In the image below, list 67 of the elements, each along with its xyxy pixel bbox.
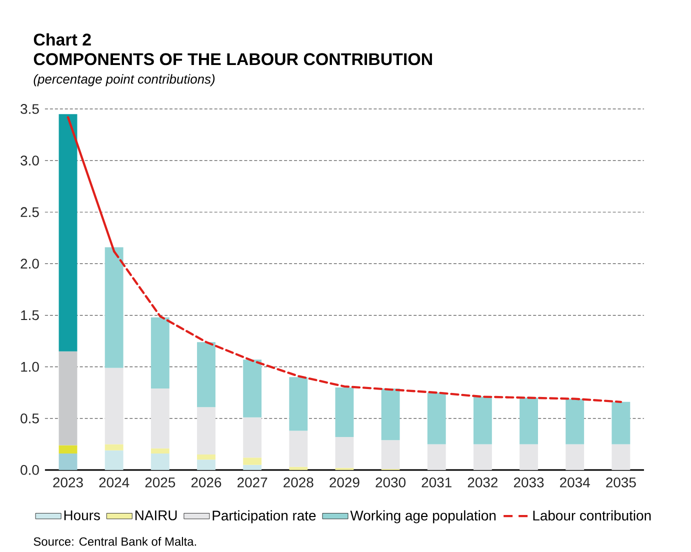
x-tick-label: 2031	[422, 477, 452, 488]
bar	[520, 444, 538, 470]
bar	[150, 448, 170, 454]
bar	[58, 351, 78, 446]
y-tick-label: 0.5	[20, 413, 39, 424]
bar	[612, 444, 630, 470]
bar	[289, 430, 308, 467]
y-tick-label: 0.0	[20, 465, 39, 475]
x-tick-label: 2025	[145, 477, 176, 488]
bar	[58, 114, 78, 352]
bar	[197, 342, 216, 408]
x-tick-label: 2032	[468, 477, 498, 488]
y-tick-label: 1.0	[21, 362, 39, 372]
bar	[427, 444, 446, 470]
bar	[150, 317, 170, 388]
legend-label: NAIRU	[135, 510, 177, 520]
bar	[150, 453, 170, 470]
x-tick-label: 2030	[376, 477, 406, 488]
bar	[197, 460, 216, 470]
bar	[289, 466, 308, 470]
y-axis-title: (percentage point contributions)	[34, 74, 215, 86]
x-tick-label: 2026	[191, 477, 222, 488]
bar	[473, 396, 492, 444]
bar	[566, 444, 584, 470]
y-tick-label: 2.5	[20, 207, 39, 218]
source-note: Source: Central Bank of Malta.	[34, 537, 196, 546]
bar	[335, 436, 354, 468]
bar	[243, 458, 262, 465]
bar	[289, 377, 308, 431]
bar	[335, 387, 354, 437]
legend-label: Labour contribution	[533, 510, 651, 521]
bar	[150, 388, 170, 448]
bar	[520, 398, 538, 444]
y-tick-label: 3.5	[20, 104, 39, 114]
legend-label: Participation rate	[212, 510, 316, 524]
y-tick-label: 2.0	[20, 258, 39, 269]
bar	[473, 444, 492, 470]
legend-label: Hours	[64, 510, 100, 520]
x-tick-label: 2023	[53, 477, 83, 488]
bar	[197, 454, 216, 460]
bar	[381, 388, 400, 440]
chart-title: Chart 2	[34, 33, 91, 46]
bar	[243, 417, 262, 458]
x-tick-label: 2028	[284, 477, 314, 488]
x-tick-label: 2029	[330, 477, 360, 488]
bar	[197, 407, 216, 455]
bar	[104, 450, 124, 470]
x-tick-label: 2024	[99, 477, 130, 488]
y-tick-label: 3.0	[20, 156, 39, 166]
bar	[58, 453, 78, 470]
x-tick-label: 2027	[238, 477, 268, 488]
bar	[104, 444, 124, 450]
legend-label: Working age population	[350, 510, 496, 524]
bar	[427, 392, 446, 444]
bar	[381, 440, 400, 469]
x-tick-label: 2034	[560, 477, 590, 488]
chart-subtitle: COMPONENTS OF THE LABOUR CONTRIBUTION	[34, 53, 432, 66]
bar	[243, 464, 262, 470]
bar	[58, 445, 78, 454]
bar	[566, 398, 584, 444]
x-tick-label: 2033	[514, 477, 544, 488]
x-tick-label: 2035	[606, 477, 636, 488]
bar	[243, 360, 262, 418]
bar	[104, 368, 124, 444]
bar	[104, 247, 124, 368]
bar	[612, 402, 630, 444]
y-tick-label: 1.5	[21, 310, 39, 320]
